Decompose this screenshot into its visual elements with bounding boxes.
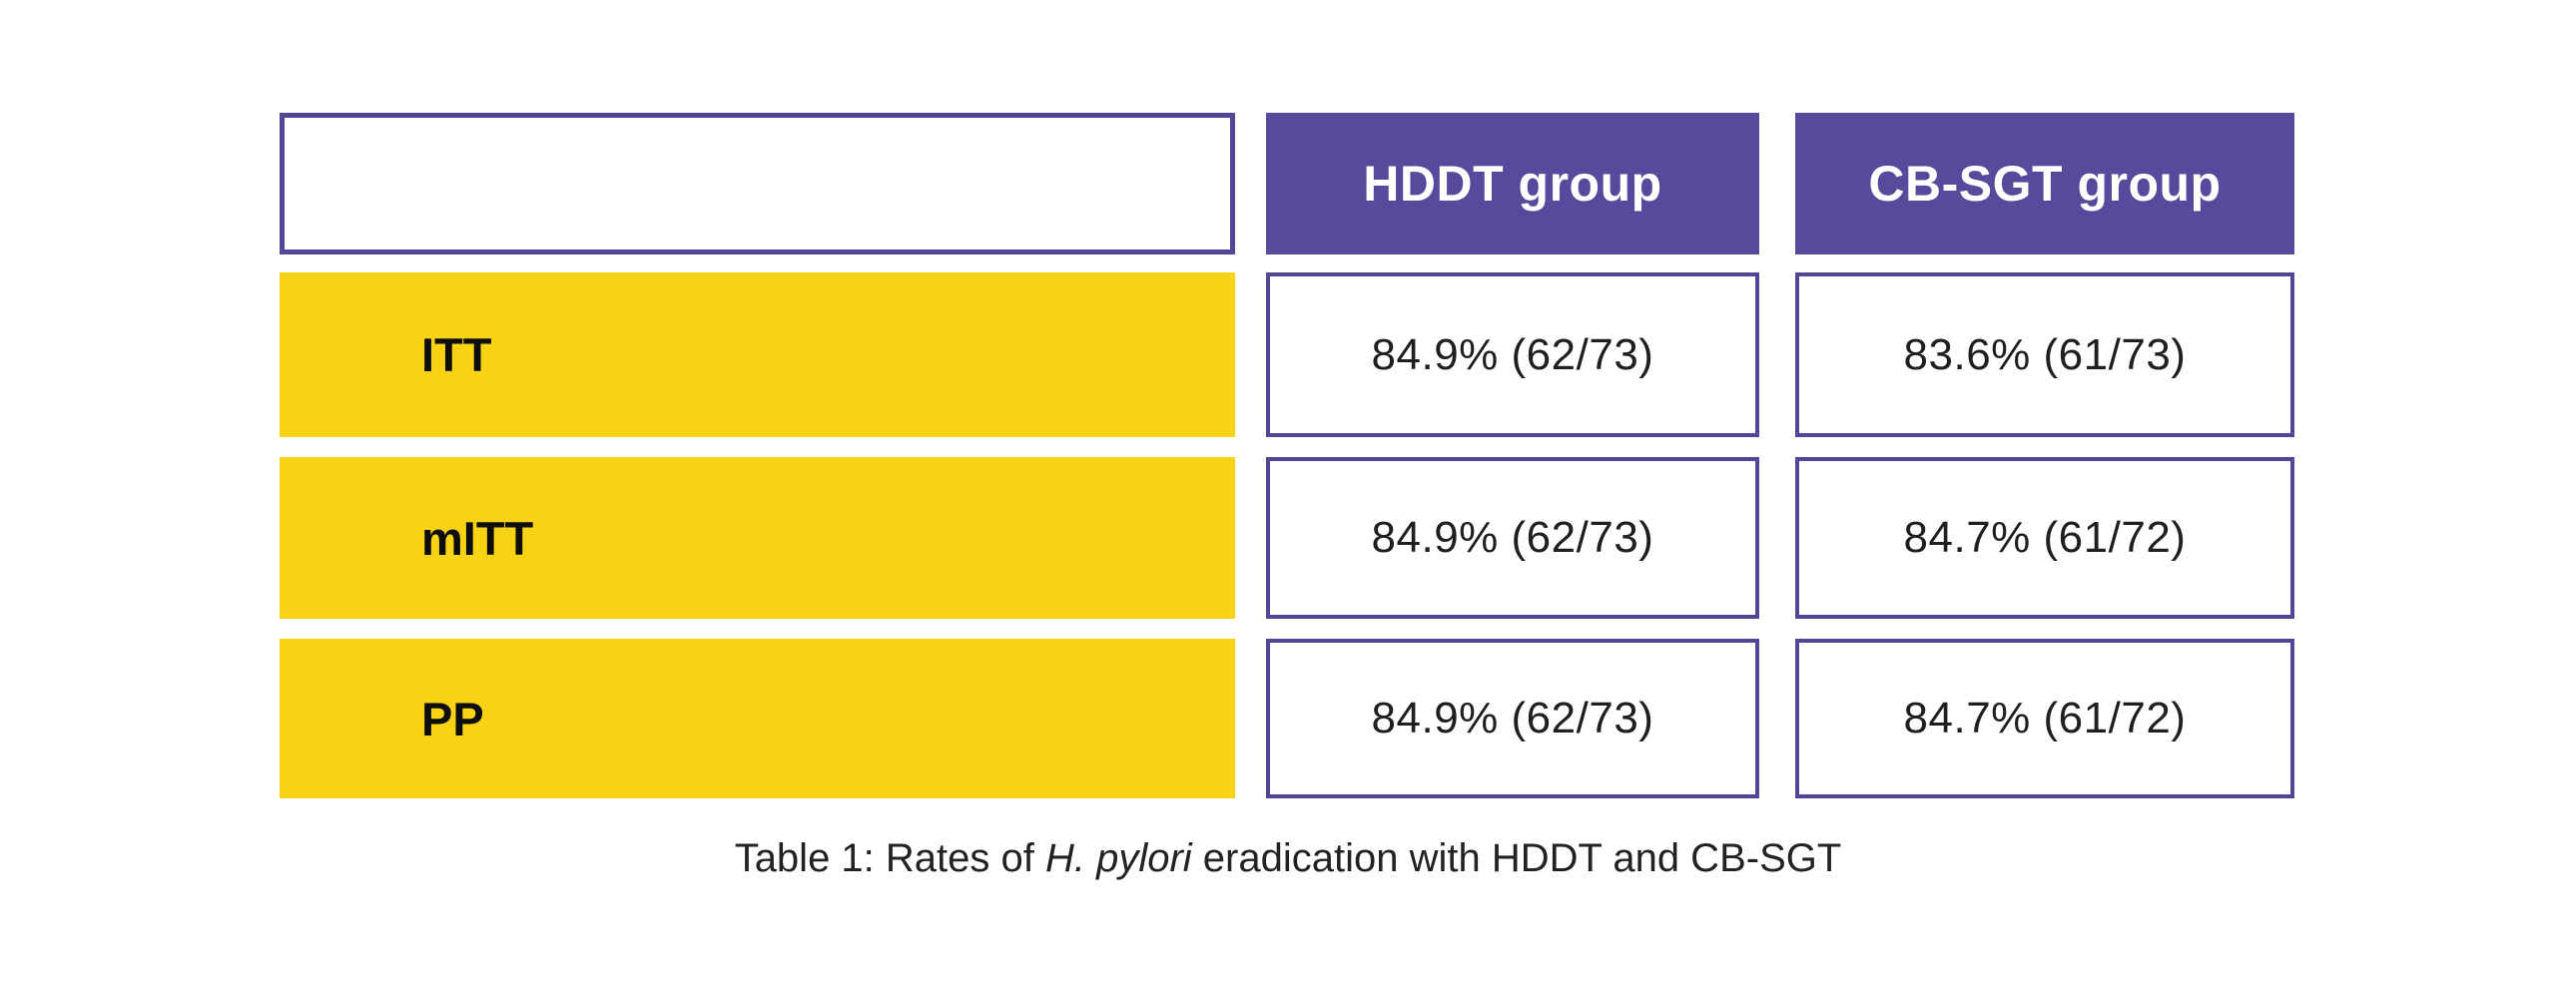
caption-prefix: Table 1: Rates of (734, 836, 1045, 880)
value-itt-hddt: 84.9% (62/73) (1266, 272, 1759, 437)
table-caption: Table 1: Rates of H. pylori eradication … (280, 833, 2296, 883)
header-cbsgt-group: CB-SGT group (1795, 113, 2294, 254)
header-hddt-group: HDDT group (1266, 113, 1759, 254)
caption-suffix: eradication with HDDT and CB-SGT (1191, 836, 1842, 880)
value-itt-cbsgt: 83.6% (61/73) (1795, 272, 2294, 437)
value-mitt-cbsgt: 84.7% (61/72) (1795, 457, 2294, 619)
value-pp-cbsgt: 84.7% (61/72) (1795, 639, 2294, 798)
row-label-pp: PP (280, 639, 1235, 798)
row-label-mitt: mITT (280, 457, 1235, 619)
value-pp-hddt: 84.9% (62/73) (1266, 639, 1759, 798)
row-label-itt: ITT (280, 272, 1235, 437)
header-empty-corner-cell (280, 113, 1235, 254)
value-mitt-hddt: 84.9% (62/73) (1266, 457, 1759, 619)
eradication-rates-table: HDDT group CB-SGT group ITT 84.9% (62/73… (280, 113, 2296, 921)
caption-italic-species: H. pylori (1044, 836, 1192, 880)
